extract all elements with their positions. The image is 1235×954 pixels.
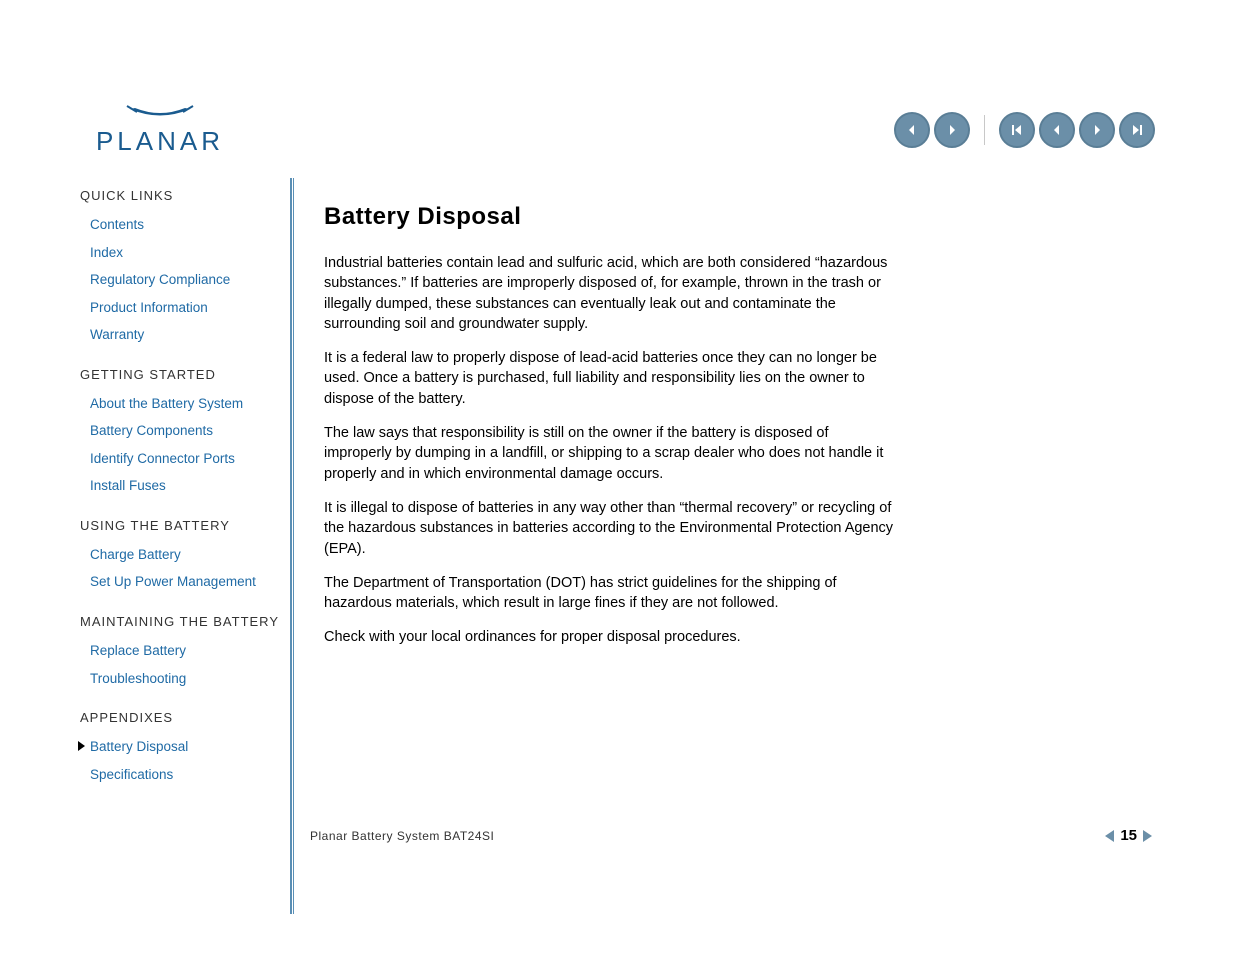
- first-icon: [1009, 122, 1025, 138]
- body-paragraph: Check with your local ordinances for pro…: [324, 627, 894, 647]
- body-paragraph: It is illegal to dispose of batteries in…: [324, 498, 894, 559]
- sidebar-link[interactable]: Warranty: [80, 321, 280, 349]
- current-page-marker-icon: [77, 739, 87, 757]
- page-title: Battery Disposal: [324, 203, 894, 231]
- logo-swoosh-icon: [125, 104, 195, 126]
- arrow-right-icon: [944, 122, 960, 138]
- section-header: APPENDIXES: [80, 710, 280, 725]
- first-page-button[interactable]: [999, 112, 1035, 148]
- top-nav-buttons: [894, 112, 1155, 148]
- page-number: 15: [1120, 827, 1137, 844]
- sidebar-link[interactable]: Specifications: [80, 761, 280, 789]
- triangle-right-icon: [1141, 828, 1155, 844]
- sidebar-link[interactable]: About the Battery System: [80, 390, 280, 418]
- sidebar-link[interactable]: Identify Connector Ports: [80, 445, 280, 473]
- history-forward-button[interactable]: [934, 112, 970, 148]
- next-page-button[interactable]: [1079, 112, 1115, 148]
- brand-logo: PLANAR: [80, 100, 240, 160]
- sidebar-link[interactable]: Battery Disposal: [80, 733, 280, 761]
- sidebar-nav: QUICK LINKS ContentsIndexRegulatory Compl…: [80, 178, 290, 914]
- sidebar-link[interactable]: Charge Battery: [80, 541, 280, 569]
- main-content: Battery Disposal Industrial batteries co…: [294, 178, 894, 914]
- next-icon: [1089, 122, 1105, 138]
- footer-next-button[interactable]: [1141, 828, 1155, 844]
- body-paragraph: Industrial batteries contain lead and su…: [324, 253, 894, 334]
- triangle-left-icon: [1102, 828, 1116, 844]
- last-icon: [1129, 122, 1145, 138]
- body-paragraph: It is a federal law to properly dispose …: [324, 348, 894, 409]
- section-header: MAINTAINING THE BATTERY: [80, 614, 280, 629]
- sidebar-link[interactable]: Regulatory Compliance: [80, 266, 280, 294]
- history-back-button[interactable]: [894, 112, 930, 148]
- prev-icon: [1049, 122, 1065, 138]
- prev-page-button[interactable]: [1039, 112, 1075, 148]
- brand-name: PLANAR: [96, 126, 224, 157]
- arrow-left-icon: [904, 122, 920, 138]
- section-header: QUICK LINKS: [80, 188, 280, 203]
- sidebar-link[interactable]: Replace Battery: [80, 637, 280, 665]
- last-page-button[interactable]: [1119, 112, 1155, 148]
- section-header: USING THE BATTERY: [80, 518, 280, 533]
- section-header: GETTING STARTED: [80, 367, 280, 382]
- sidebar-link[interactable]: Install Fuses: [80, 472, 280, 500]
- sidebar-link[interactable]: Product Information: [80, 294, 280, 322]
- sidebar-link[interactable]: Set Up Power Management: [80, 568, 280, 596]
- footer-product-name: Planar Battery System BAT24SI: [310, 829, 494, 843]
- sidebar-link[interactable]: Contents: [80, 211, 280, 239]
- sidebar-link[interactable]: Troubleshooting: [80, 665, 280, 693]
- nav-separator: [984, 115, 985, 145]
- body-paragraph: The Department of Transportation (DOT) h…: [324, 573, 894, 614]
- sidebar-link[interactable]: Battery Components: [80, 417, 280, 445]
- page-controls: 15: [1102, 827, 1155, 844]
- page-footer: Planar Battery System BAT24SI 15: [310, 827, 1155, 844]
- body-paragraph: The law says that responsibility is stil…: [324, 423, 894, 484]
- footer-prev-button[interactable]: [1102, 828, 1116, 844]
- sidebar-link[interactable]: Index: [80, 239, 280, 267]
